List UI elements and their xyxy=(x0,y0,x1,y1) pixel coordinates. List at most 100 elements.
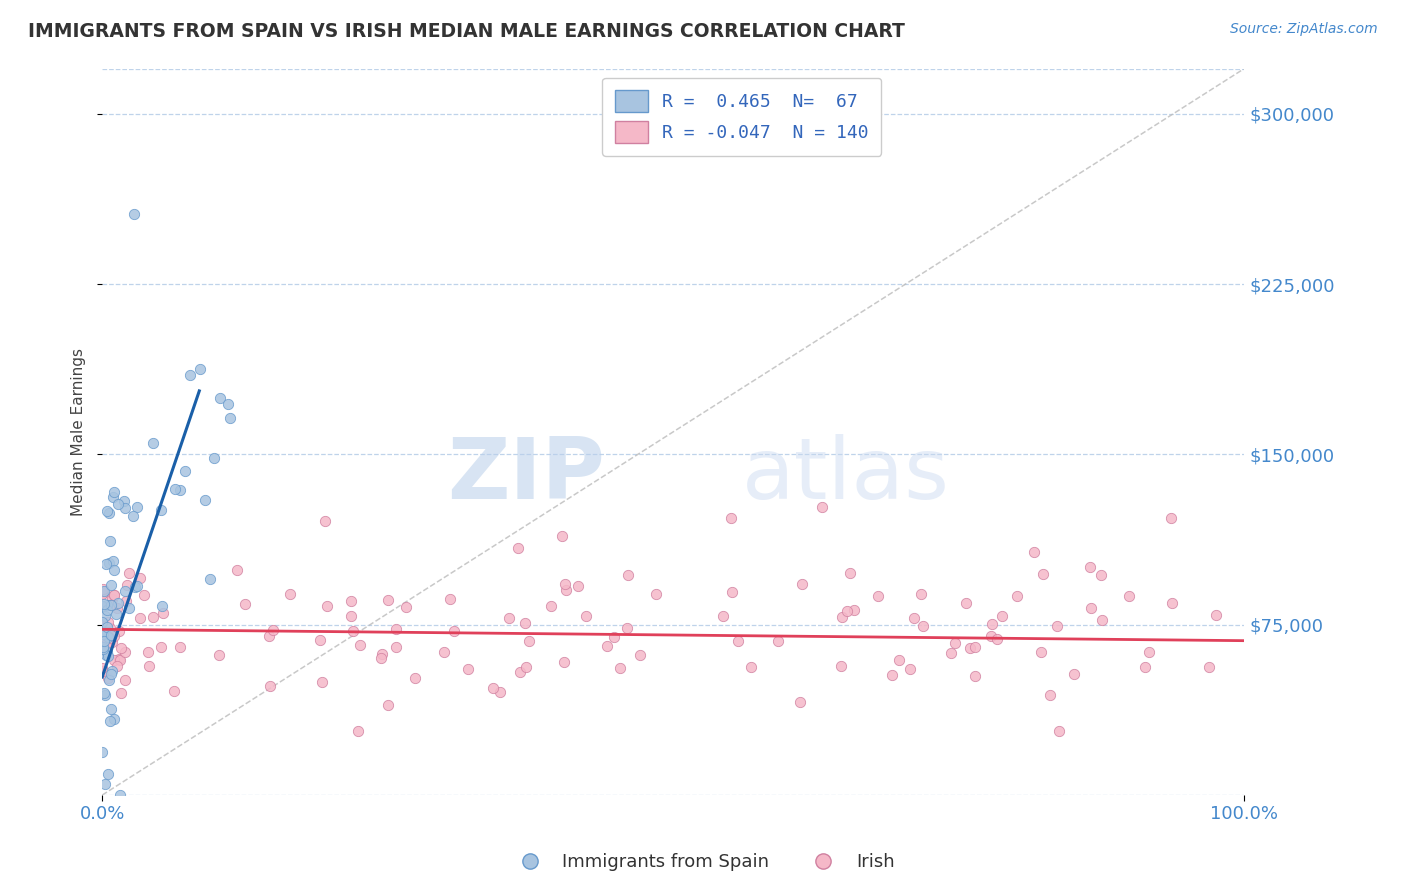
Point xyxy=(91,586,114,600)
Point xyxy=(114,583,136,598)
Point xyxy=(108,653,131,667)
Point xyxy=(515,659,537,673)
Point xyxy=(1063,667,1085,681)
Point xyxy=(94,637,117,651)
Point xyxy=(377,698,399,713)
Point xyxy=(439,591,461,606)
Point xyxy=(711,609,734,624)
Point xyxy=(114,645,136,659)
Point xyxy=(1039,688,1062,702)
Point xyxy=(202,450,225,465)
Point xyxy=(259,680,281,694)
Point xyxy=(101,592,124,607)
Point xyxy=(866,589,889,603)
Point xyxy=(257,629,280,643)
Point xyxy=(370,650,392,665)
Point xyxy=(898,661,921,675)
Point xyxy=(152,606,174,620)
Point xyxy=(1160,511,1182,525)
Point xyxy=(103,485,125,500)
Point xyxy=(727,633,749,648)
Point xyxy=(1024,545,1046,559)
Point xyxy=(789,695,811,709)
Point xyxy=(96,648,118,662)
Text: IMMIGRANTS FROM SPAIN VS IRISH MEDIAN MALE EARNINGS CORRELATION CHART: IMMIGRANTS FROM SPAIN VS IRISH MEDIAN MA… xyxy=(28,22,905,41)
Point xyxy=(209,391,232,405)
Point xyxy=(108,624,131,638)
Point xyxy=(91,640,114,654)
Point xyxy=(179,368,201,382)
Point xyxy=(986,632,1008,646)
Point xyxy=(98,714,121,729)
Point xyxy=(91,745,114,759)
Point xyxy=(721,585,744,599)
Point xyxy=(103,563,125,577)
Point xyxy=(959,640,981,655)
Point xyxy=(98,556,121,570)
Point xyxy=(457,662,479,676)
Point xyxy=(628,648,651,663)
Point xyxy=(97,630,120,644)
Point xyxy=(98,534,121,549)
Point xyxy=(110,641,132,656)
Point xyxy=(616,621,638,635)
Point xyxy=(1090,567,1112,582)
Point xyxy=(93,583,115,598)
Point xyxy=(911,619,934,633)
Point xyxy=(316,599,339,613)
Point xyxy=(114,500,136,515)
Point xyxy=(132,588,155,602)
Point xyxy=(169,640,191,655)
Point xyxy=(596,639,619,653)
Point xyxy=(740,660,762,674)
Point xyxy=(98,621,121,635)
Point xyxy=(880,668,903,682)
Point xyxy=(165,482,187,496)
Point xyxy=(889,653,911,667)
Point xyxy=(91,582,114,596)
Point xyxy=(385,622,408,636)
Point xyxy=(831,609,853,624)
Point xyxy=(96,603,118,617)
Point xyxy=(1031,645,1053,659)
Point xyxy=(93,597,115,611)
Point xyxy=(1198,660,1220,674)
Point xyxy=(1118,589,1140,603)
Point xyxy=(105,601,128,615)
Point xyxy=(91,615,114,630)
Point xyxy=(766,634,789,648)
Point xyxy=(980,616,1002,631)
Point xyxy=(339,594,361,608)
Point xyxy=(720,511,742,525)
Point xyxy=(100,598,122,612)
Point xyxy=(233,597,256,611)
Point xyxy=(174,464,197,478)
Point xyxy=(980,629,1002,643)
Point xyxy=(346,724,368,739)
Point xyxy=(118,601,141,615)
Point xyxy=(100,578,122,592)
Point xyxy=(225,564,247,578)
Point xyxy=(91,665,114,679)
Point xyxy=(150,599,173,613)
Point xyxy=(1091,613,1114,627)
Point xyxy=(217,397,239,411)
Point xyxy=(121,509,143,524)
Point xyxy=(142,610,165,624)
Point xyxy=(103,712,125,726)
Point xyxy=(122,207,145,221)
Point xyxy=(609,661,631,675)
Point xyxy=(114,673,136,687)
Point xyxy=(395,599,418,614)
Point xyxy=(100,665,122,679)
Point xyxy=(98,506,121,520)
Point xyxy=(96,671,118,685)
Y-axis label: Median Male Earnings: Median Male Earnings xyxy=(72,348,86,516)
Point xyxy=(377,592,399,607)
Point xyxy=(103,554,125,568)
Point xyxy=(100,628,122,642)
Point xyxy=(262,623,284,637)
Point xyxy=(1032,566,1054,581)
Point xyxy=(790,577,813,591)
Point xyxy=(835,604,858,618)
